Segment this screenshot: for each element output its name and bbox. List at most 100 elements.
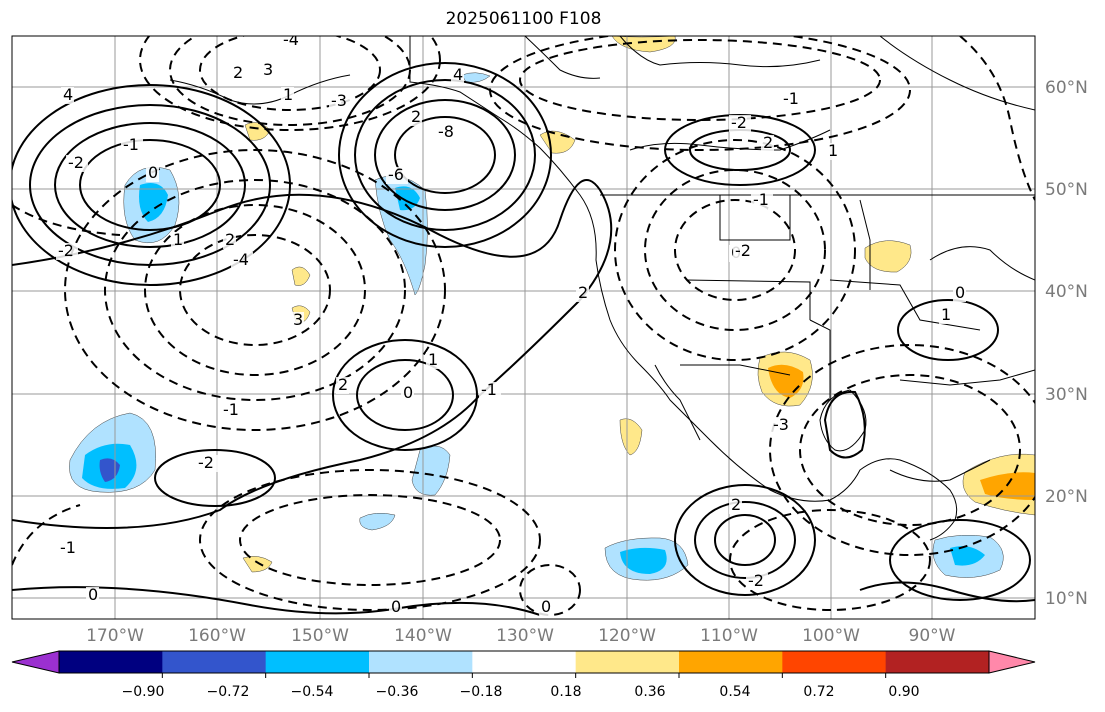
contour-lines	[12, 62, 1035, 616]
contour-label: 1	[173, 230, 183, 249]
colorbar-tick: 0.18	[550, 684, 582, 700]
contour-label-bg	[426, 352, 439, 369]
contour-label: 2	[338, 375, 348, 394]
lon-label-160w: 160°W	[188, 626, 246, 646]
contour-label-bg	[939, 307, 952, 324]
contour-label-bg	[733, 243, 755, 260]
lon-label-90w: 90°W	[908, 626, 956, 646]
contour-label-bg	[746, 573, 768, 590]
colorbar-tick: 0.72	[803, 684, 835, 700]
contour-label-bg	[401, 385, 414, 402]
contour-label-bg	[58, 540, 80, 557]
contour-label: -1	[783, 89, 799, 108]
contour-label: 3	[293, 310, 303, 329]
contour-label-bg	[146, 165, 159, 182]
contour-label: -1	[60, 538, 76, 557]
contour-label-bg	[386, 167, 408, 184]
contour-label-bg	[336, 377, 349, 394]
lat-label-40n: 40°N	[1045, 282, 1088, 302]
contour-label-bg	[781, 91, 803, 108]
colorbar-segment	[885, 651, 990, 673]
contour-label: -4	[283, 30, 299, 49]
contour-label: -4	[233, 250, 249, 269]
lat-label-10n: 10°N	[1045, 589, 1088, 609]
contour-label: -2	[735, 241, 751, 260]
contour-label: -3	[773, 415, 789, 434]
anomaly-shading	[69, 36, 1035, 581]
contour-label: 1	[941, 305, 951, 324]
colorbar-tick: −0.90	[121, 684, 165, 700]
lon-label-120w: 120°W	[598, 626, 656, 646]
dashed-contour-lines	[12, 36, 1035, 616]
lon-label-110w: 110°W	[700, 626, 758, 646]
colorbar-tick: −0.18	[459, 684, 503, 700]
lon-label-100w: 100°W	[802, 626, 860, 646]
lat-label-50n: 50°N	[1045, 180, 1088, 200]
colorbar-segment	[162, 651, 267, 673]
contour-label: 2	[578, 283, 588, 302]
contour-label: 2	[763, 133, 773, 152]
colorbar-extend-low	[11, 650, 60, 674]
contour-label: -3	[331, 91, 347, 110]
contour-labels: 42 31-4-3-2-10 -6-824-21 201-12-1-20-132-2-…	[56, 30, 966, 616]
contour-label-bg	[451, 67, 464, 84]
contour-label-bg	[281, 36, 303, 49]
colorbar-tick: −0.54	[290, 684, 334, 700]
lon-label-170w: 170°W	[86, 626, 144, 646]
colorbar-tick: −0.36	[375, 684, 419, 700]
colorbar-tick: 0.36	[634, 684, 666, 700]
contour-label-bg	[729, 497, 742, 514]
contour-label: -1	[123, 135, 139, 154]
lon-label-150w: 150°W	[291, 626, 349, 646]
contour-label-bg	[953, 285, 966, 302]
contour-label-bg	[576, 285, 589, 302]
contour-label: 0	[88, 585, 98, 604]
contour-label-bg	[761, 135, 774, 152]
contour-label: 2	[225, 230, 235, 249]
colorbar-extend-high	[988, 650, 1036, 674]
contour-label-bg	[171, 232, 184, 249]
contour-label-bg	[826, 143, 839, 160]
map-title: 2025061100 F108	[445, 9, 602, 29]
contour-label-bg	[729, 115, 751, 132]
contour-label-bg	[389, 599, 402, 616]
contour-label: -2	[748, 571, 764, 590]
colorbar-segment	[472, 651, 577, 673]
contour-label: -1	[223, 400, 239, 419]
lat-label-30n: 30°N	[1045, 385, 1088, 405]
contour-label: -2	[68, 153, 84, 172]
contour-label-bg	[86, 587, 99, 604]
contour-label: 0	[955, 283, 965, 302]
plot-frame	[11, 35, 1036, 620]
contour-label-bg	[751, 192, 773, 209]
contour-label: 4	[63, 85, 73, 104]
contour-label: 2	[731, 495, 741, 514]
contour-label-bg	[329, 93, 351, 110]
contour-label: -1	[753, 190, 769, 209]
contour-label: 0	[403, 383, 413, 402]
contour-label: -2	[731, 113, 747, 132]
lon-label-130w: 130°W	[496, 626, 554, 646]
contour-label-bg	[196, 455, 218, 472]
contour-label-bg	[231, 65, 244, 82]
colorbar-tick: −0.72	[206, 684, 250, 700]
contour-label-bg	[66, 155, 88, 172]
colorbar-segment	[575, 651, 680, 673]
colorbar-tick: 0.90	[888, 684, 920, 700]
contour-label: 2	[411, 107, 421, 126]
contour-label: 0	[148, 163, 158, 182]
contour-label: -6	[388, 165, 404, 184]
contour-label-bg	[479, 382, 501, 399]
contour-label: 3	[263, 60, 273, 79]
contour-label: -2	[58, 241, 74, 260]
contour-label-bg	[291, 312, 304, 329]
contour-label: 1	[828, 141, 838, 160]
contour-label: 0	[391, 597, 401, 616]
contour-label-bg	[221, 402, 243, 419]
contour-label-bg	[539, 599, 552, 616]
contour-label-bg	[409, 109, 422, 126]
contour-label-bg	[56, 243, 78, 260]
contour-label-bg	[281, 87, 294, 104]
contour-label-bg	[223, 232, 236, 249]
